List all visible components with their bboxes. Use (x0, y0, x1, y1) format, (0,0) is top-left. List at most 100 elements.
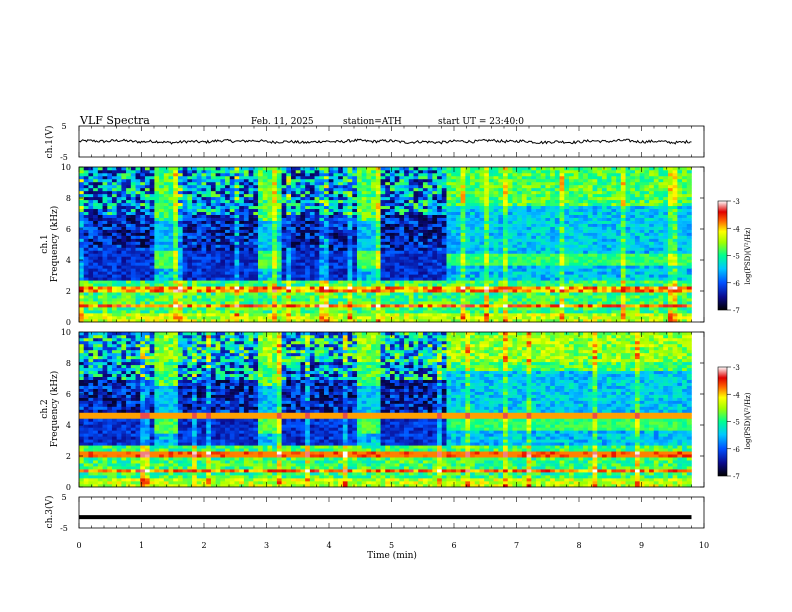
spectrogram-cell (460, 214, 466, 218)
spectrogram-cell (220, 307, 226, 311)
spectrogram-cell (116, 181, 122, 186)
spectrogram-cell (507, 205, 513, 210)
spectrogram-cell (347, 280, 353, 284)
spectrogram-cell (526, 265, 532, 269)
spectrogram-cell (111, 271, 117, 275)
spectrogram-cell (154, 175, 160, 180)
spectrogram-cell (503, 217, 509, 221)
spectrogram-cell (262, 235, 268, 239)
spectrogram-cell (253, 247, 259, 251)
spectrogram-cell (314, 244, 320, 248)
spectrogram-cell (168, 167, 174, 171)
spectrogram-cell (182, 244, 188, 248)
spectrogram-cell (305, 286, 311, 290)
spectrogram-cell (79, 238, 85, 242)
spectrogram-cell (300, 190, 306, 195)
spectrogram-cell (347, 274, 353, 278)
spectrogram-cell (196, 169, 202, 174)
spectrogram-cell (163, 217, 169, 221)
spectrogram-cell (88, 217, 94, 221)
spectrogram-cell (309, 271, 315, 275)
spectrogram-cell (102, 304, 108, 308)
spectrogram-cell (404, 232, 410, 236)
spectrogram-cell (130, 238, 136, 242)
spectrogram-cell (149, 241, 155, 245)
spectrogram-cell (399, 235, 405, 239)
spectrogram-cell (97, 226, 103, 230)
spectrogram-cell (111, 256, 117, 260)
spectrogram-cell (314, 178, 320, 183)
spectrogram-cell (135, 292, 141, 296)
spectrogram-cell (375, 223, 381, 227)
spectrogram-cell (220, 181, 226, 186)
spectrogram-cell (243, 268, 249, 272)
spectrogram-cell (324, 256, 330, 260)
spectrogram-cell (352, 247, 358, 251)
spectrogram-cell (399, 250, 405, 254)
spectrogram-cell (498, 187, 504, 192)
spectrogram-cell (262, 304, 268, 308)
spectrogram-cell (517, 283, 523, 287)
spectrogram-cell (135, 226, 141, 230)
spectrogram-cell (192, 295, 198, 299)
spectrogram-cell (225, 307, 231, 311)
spectrogram-cell (324, 223, 330, 227)
spectrogram-cell (503, 229, 509, 233)
spectrogram-cell (229, 208, 235, 213)
spectrogram-cell (159, 172, 165, 177)
spectrogram-cell (239, 175, 245, 180)
spectrogram-cell (140, 259, 146, 263)
spectrogram-cell (366, 229, 372, 233)
spectrogram-cell (88, 313, 94, 317)
spectrogram-cell (229, 289, 235, 293)
spectrogram-cell (140, 202, 146, 207)
spectrogram-cell (375, 184, 381, 189)
spectrogram-cell (441, 241, 447, 245)
spectrogram-cell (88, 280, 94, 284)
spectrogram-cell (201, 241, 207, 245)
spectrogram-cell (521, 172, 527, 177)
spectrogram-cell (338, 169, 344, 174)
spectrogram-cell (140, 289, 146, 293)
spectrogram-cell (173, 202, 179, 207)
spectrogram-cell (399, 178, 405, 183)
spectrogram-cell (309, 313, 315, 317)
spectrogram-cell (192, 238, 198, 242)
spectrogram-cell (366, 205, 372, 210)
spectrogram-cell (380, 238, 386, 242)
spectrogram-cell (385, 259, 391, 263)
spectrogram-cell (177, 223, 183, 227)
spectrogram-cell (243, 319, 249, 323)
spectrogram-cell (220, 223, 226, 227)
spectrogram-cell (347, 172, 353, 177)
spectrogram-cell (130, 187, 136, 192)
spectrogram-cell (276, 232, 282, 236)
spectrogram-cell (305, 196, 311, 201)
spectrogram-cell (512, 184, 518, 189)
spectrogram-cell (126, 289, 132, 293)
spectrogram-cell (361, 208, 367, 213)
spectrogram-cell (333, 208, 339, 213)
spectrogram-cell (427, 292, 433, 296)
spectrogram-cell (253, 295, 259, 299)
spectrogram-cell (281, 205, 287, 210)
spectrogram-cell (389, 178, 395, 183)
spectrogram-cell (149, 202, 155, 207)
spectrogram-cell (451, 235, 457, 239)
spectrogram-cell (182, 199, 188, 204)
spectrogram-cell (342, 202, 348, 207)
spectrogram-cell (380, 208, 386, 213)
spectrogram-cell (427, 226, 433, 230)
spectrogram-cell (385, 187, 391, 192)
spectrogram-cell (159, 307, 165, 311)
spectrogram-cell (451, 190, 457, 195)
spectrogram-cell (88, 232, 94, 236)
spectrogram-cell (168, 295, 174, 299)
spectrogram-cell (324, 181, 330, 186)
spectrogram-cell (239, 169, 245, 174)
spectrogram-cell (187, 274, 193, 278)
spectrogram-cell (79, 187, 85, 192)
spectrogram-cell (291, 319, 297, 323)
spectrogram-cell (149, 292, 155, 296)
spectrogram-cell (488, 232, 494, 236)
